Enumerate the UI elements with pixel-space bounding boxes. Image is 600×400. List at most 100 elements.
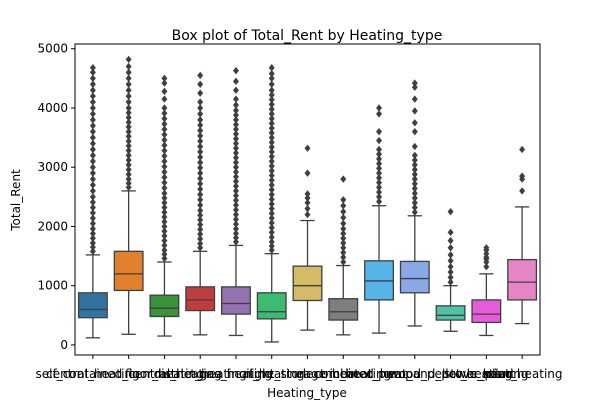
outlier-point	[232, 201, 239, 209]
outlier-point	[304, 210, 311, 219]
outlier-point	[125, 55, 132, 64]
outlier-point	[232, 220, 239, 228]
outlier-point	[197, 190, 204, 199]
outlier-point	[232, 196, 239, 205]
outlier-point	[161, 241, 168, 250]
outlier-point	[161, 218, 168, 226]
outlier-point	[447, 207, 454, 216]
outlier-point	[89, 110, 96, 118]
outlier-point	[125, 179, 132, 187]
outlier-point	[125, 142, 132, 150]
outlier-point	[197, 216, 204, 224]
outlier-point	[232, 177, 239, 186]
outlier-point	[125, 165, 132, 174]
outlier-point	[232, 125, 239, 133]
outlier-point	[161, 222, 168, 231]
outlier-point	[125, 86, 132, 94]
outlier-point	[376, 159, 383, 168]
outlier-point	[161, 250, 168, 258]
outlier-point	[125, 175, 132, 183]
outlier-point	[268, 219, 275, 227]
outlier-point	[411, 189, 418, 197]
outlier-point	[411, 107, 418, 115]
outlier-point	[161, 87, 168, 96]
outlier-point	[89, 68, 96, 77]
outlier-point	[161, 157, 168, 165]
outlier-point	[519, 172, 526, 180]
outlier-point	[268, 157, 275, 165]
outlier-point	[376, 193, 383, 201]
outlier-point	[268, 64, 275, 72]
box	[185, 286, 216, 312]
outlier-point	[197, 174, 204, 183]
outlier-point	[232, 77, 239, 85]
x-tick-label: heat_pump	[345, 367, 413, 381]
outlier-point	[89, 247, 96, 256]
outlier-point	[268, 105, 275, 113]
outlier-point	[268, 162, 275, 170]
x-tick-label: floor_heating	[125, 367, 204, 381]
outlier-point	[197, 169, 204, 177]
outlier-point	[376, 145, 383, 154]
outlier-point	[411, 180, 418, 188]
outlier-point	[161, 95, 168, 103]
outlier-point	[376, 150, 383, 158]
outlier-point	[304, 194, 311, 202]
outlier-point	[411, 156, 418, 164]
outlier-point	[197, 164, 204, 172]
outlier-point	[161, 146, 168, 155]
outlier-point	[161, 114, 168, 123]
outlier-point	[411, 184, 418, 193]
outlier-point	[89, 127, 96, 136]
outlier-point	[197, 104, 204, 112]
box-group	[507, 145, 538, 325]
outlier-point	[232, 215, 239, 224]
outlier-point	[161, 125, 168, 133]
outlier-point	[376, 183, 383, 192]
box-group	[185, 71, 216, 336]
y-tick-label: 1000	[37, 279, 68, 293]
outlier-point	[447, 251, 454, 259]
outlier-point	[161, 173, 168, 181]
y-tick-label: 3000	[37, 160, 68, 174]
outlier-point	[232, 206, 239, 214]
outlier-point	[89, 239, 96, 247]
outlier-point	[268, 133, 275, 142]
box-group	[113, 55, 144, 335]
outlier-point	[340, 213, 347, 222]
outlier-point	[197, 206, 204, 215]
box-group	[471, 244, 502, 337]
outlier-point	[268, 119, 275, 128]
outlier-point	[89, 116, 96, 124]
outlier-point	[411, 151, 418, 160]
outlier-point	[125, 98, 132, 106]
outlier-point	[197, 201, 204, 209]
x-tick-label: night_storage_heater	[244, 367, 372, 381]
outlier-point	[197, 71, 204, 80]
outlier-point	[268, 238, 275, 246]
x-tick-label: solar_heating	[482, 367, 563, 381]
outlier-point	[161, 120, 168, 128]
outlier-point	[268, 114, 275, 123]
outlier-point	[197, 211, 204, 219]
outlier-point	[89, 187, 96, 195]
outlier-point	[268, 152, 275, 161]
outlier-point	[340, 258, 347, 266]
outlier-point	[232, 86, 239, 94]
outlier-point	[125, 183, 132, 192]
outlier-point	[376, 110, 383, 118]
outlier-point	[268, 171, 275, 180]
outlier-point	[232, 135, 239, 143]
y-tick-label: 2000	[37, 219, 68, 233]
outlier-point	[232, 111, 239, 119]
outlier-point	[232, 225, 239, 233]
outlier-point	[89, 80, 96, 88]
outlier-point	[268, 228, 275, 237]
outlier-point	[89, 64, 96, 72]
outlier-point	[197, 230, 204, 238]
outlier-point	[268, 214, 275, 222]
outlier-point	[161, 141, 168, 149]
outlier-point	[268, 138, 275, 147]
outlier-point	[268, 69, 275, 78]
